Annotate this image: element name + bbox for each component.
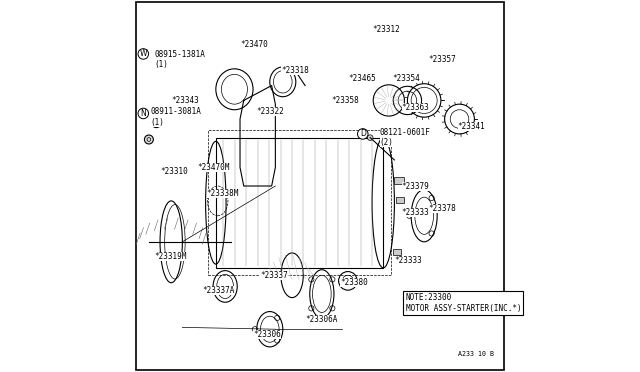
Bar xyxy=(396,197,404,203)
Text: *23341: *23341 xyxy=(458,122,485,131)
Text: *23310: *23310 xyxy=(160,167,188,176)
Text: *23465: *23465 xyxy=(348,74,376,83)
Text: *23333: *23333 xyxy=(402,208,429,217)
Text: N: N xyxy=(140,109,146,118)
Text: A233 10 B: A233 10 B xyxy=(458,351,493,357)
Text: *23343: *23343 xyxy=(172,96,199,105)
Text: NOTE:23300
MOTOR ASSY-STARTER(INC.*): NOTE:23300 MOTOR ASSY-STARTER(INC.*) xyxy=(406,294,521,313)
Text: *23470: *23470 xyxy=(240,40,268,49)
Bar xyxy=(209,130,390,275)
Circle shape xyxy=(145,135,154,144)
Text: *23306: *23306 xyxy=(253,330,281,339)
Text: 08911-3081A
(1): 08911-3081A (1) xyxy=(151,108,202,127)
Text: *23470M: *23470M xyxy=(197,163,230,172)
Text: *23318: *23318 xyxy=(281,66,308,75)
Text: *23312: *23312 xyxy=(372,25,400,34)
Text: *23358: *23358 xyxy=(331,96,359,105)
Text: *23378: *23378 xyxy=(428,204,456,213)
Text: W: W xyxy=(140,49,147,58)
Text: D: D xyxy=(360,129,365,138)
Text: *23306A: *23306A xyxy=(305,315,337,324)
Text: *23354: *23354 xyxy=(392,74,420,83)
Text: *23319M: *23319M xyxy=(154,252,187,261)
Text: *23379: *23379 xyxy=(402,182,429,190)
Text: *23380: *23380 xyxy=(340,278,368,287)
Bar xyxy=(216,138,383,268)
Text: 08915-1381A
(1): 08915-1381A (1) xyxy=(154,50,205,69)
Bar xyxy=(392,249,401,255)
Text: *23337A: *23337A xyxy=(203,286,235,295)
Text: *23322: *23322 xyxy=(257,107,285,116)
Circle shape xyxy=(152,118,161,128)
Bar xyxy=(394,177,404,184)
Text: *23338M: *23338M xyxy=(207,189,239,198)
Text: 08121-0601F
(2): 08121-0601F (2) xyxy=(380,128,430,147)
Ellipse shape xyxy=(367,135,373,141)
Text: *23357: *23357 xyxy=(428,55,456,64)
Text: *23333: *23333 xyxy=(394,256,422,265)
Text: *23337: *23337 xyxy=(260,271,288,280)
Text: *23363: *23363 xyxy=(402,103,429,112)
